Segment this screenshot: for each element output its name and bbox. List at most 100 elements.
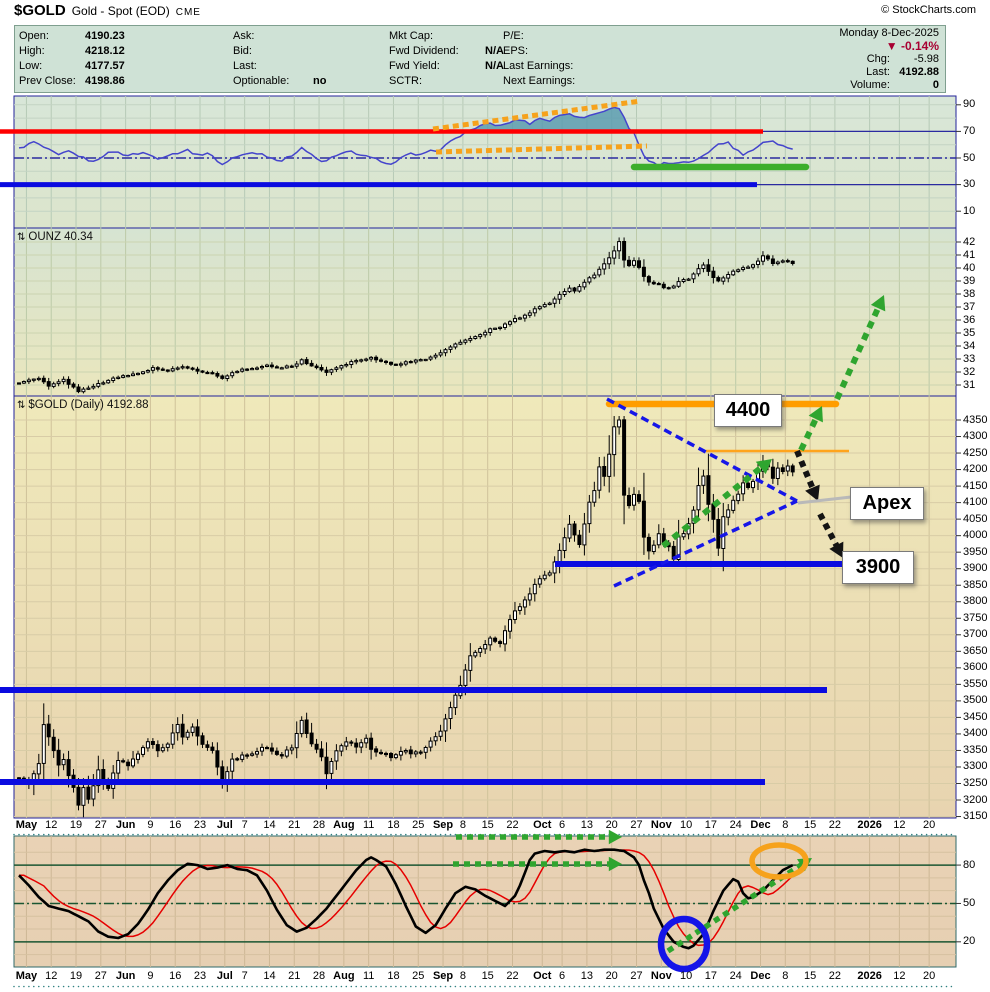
x-tick-label: 22 — [828, 970, 842, 982]
ounz-panel-label: ⇅ OUNZ 40.34 — [17, 231, 93, 243]
quote-value: N/A — [485, 60, 504, 72]
x-tick-label: 12 — [893, 819, 906, 831]
x-tick-label: 9 — [147, 970, 154, 982]
x-tick-label: 16 — [169, 819, 182, 831]
quote-label: EPS: — [503, 45, 529, 57]
y-tick-label: 50 — [963, 896, 976, 909]
y-tick-label: 3500 — [963, 694, 988, 707]
quote-row: EPS: — [503, 44, 599, 59]
x-tick-label: 22 — [506, 819, 519, 831]
x-tick-label: 13 — [580, 970, 594, 982]
x-tick-label: 11 — [362, 970, 375, 982]
y-tick-label: 38 — [963, 287, 976, 300]
x-tick-label: 20 — [923, 970, 936, 982]
quote-row: Optionable: no — [233, 74, 326, 89]
x-tick-label: Dec — [750, 970, 771, 982]
stoch-blue-circle — [657, 915, 711, 973]
gold-green-arrow-2 — [798, 412, 821, 452]
annotation-label-3900: 3900 — [842, 551, 914, 584]
x-tick-label: 15 — [481, 819, 494, 831]
quote-label: Ask: — [233, 30, 255, 42]
quote-row: Fwd Yield: N/A — [389, 59, 504, 74]
y-tick-label: 3550 — [963, 677, 988, 690]
stockcharts-copyright-link[interactable]: © StockCharts.com — [881, 4, 976, 16]
x-tick-label: 10 — [679, 970, 693, 982]
quote-row: Last Earnings: — [503, 59, 599, 74]
rsi-line — [18, 106, 793, 168]
x-tick-label: 18 — [387, 970, 400, 982]
gold-green-arrow-3 — [834, 301, 884, 401]
x-tick-label: 17 — [704, 819, 718, 831]
triangle-lower — [613, 499, 798, 588]
quote-row: Open: 4190.23 — [19, 29, 125, 44]
triangle-upper — [606, 397, 798, 503]
x-tick-label: 24 — [729, 819, 742, 831]
y-tick-label: 3300 — [963, 760, 988, 773]
quote-value: 4198.86 — [85, 75, 125, 87]
quote-label: Optionable: — [233, 75, 290, 87]
x-tick-label: Nov — [650, 819, 672, 831]
y-tick-label: 4300 — [963, 430, 988, 443]
quote-column-1: Ask: Bid: Last: Optionable: no — [233, 29, 326, 89]
y-tick-label: 31 — [963, 378, 976, 391]
x-tick-label: 27 — [94, 970, 107, 982]
x-tick-label: 12 — [893, 970, 906, 982]
y-tick-label: 4050 — [963, 512, 988, 525]
x-tick-label: 6 — [559, 819, 566, 831]
y-tick-label: 90 — [963, 98, 976, 111]
annotation-label-apex: Apex — [850, 487, 924, 520]
x-tick-label: 11 — [362, 819, 375, 831]
quote-value: N/A — [485, 45, 504, 57]
quote-date: Monday 8-Dec-2025 — [839, 27, 939, 39]
x-tick-label: 8 — [459, 819, 466, 831]
quote-label: Next Earnings: — [503, 75, 576, 87]
x-tick-label: 18 — [387, 819, 400, 831]
y-tick-label: 3600 — [963, 661, 988, 674]
x-tick-label: 13 — [580, 819, 594, 831]
quote-row: Mkt Cap: — [389, 29, 504, 44]
x-tick-label: 2026 — [857, 819, 882, 831]
stoch-slow-line — [19, 849, 794, 947]
y-tick-label: 3800 — [963, 595, 988, 608]
quote-label: Fwd Dividend: — [389, 45, 459, 57]
y-tick-label: 3850 — [963, 578, 988, 591]
quote-label: SCTR: — [389, 75, 422, 87]
gold-panel-label: ⇅ $GOLD (Daily) 4192.88 — [17, 399, 149, 411]
x-tick-label: 27 — [94, 819, 107, 831]
x-tick-label: 7 — [241, 970, 248, 982]
gold-panel — [13, 395, 957, 819]
quote-label: Last: — [233, 60, 257, 72]
volume-row: Volume: 0 — [850, 79, 939, 91]
x-tick-label: 17 — [704, 970, 718, 982]
x-tick-label: 19 — [69, 970, 83, 982]
quote-column-2: Mkt Cap: Fwd Dividend: N/A Fwd Yield: N/A SCT… — [389, 29, 504, 89]
ounz-panel — [13, 227, 957, 397]
rsi-wedge-upper — [432, 98, 642, 132]
x-tick-label: Jun — [115, 819, 136, 831]
y-tick-label: 3200 — [963, 793, 988, 806]
y-tick-label: 3950 — [963, 545, 988, 558]
quote-label: P/E: — [503, 30, 524, 42]
x-tick-label: 25 — [412, 819, 425, 831]
y-tick-label: 4100 — [963, 496, 988, 509]
y-tick-label: 30 — [963, 178, 976, 191]
x-tick-label: 21 — [288, 970, 301, 982]
x-tick-label: 24 — [729, 970, 742, 982]
last-row: Last: 4192.88 — [866, 66, 939, 78]
x-tick-label: 12 — [45, 819, 58, 831]
y-tick-label: 4200 — [963, 463, 988, 476]
quote-row: High: 4218.12 — [19, 44, 125, 59]
quote-row: Last: — [233, 59, 326, 74]
y-tick-label: 37 — [963, 300, 976, 313]
x-tick-label: 15 — [481, 970, 494, 982]
x-tick-label: 14 — [263, 970, 276, 982]
x-tick-label: 25 — [412, 970, 425, 982]
x-tick-label: Jul — [216, 819, 233, 831]
y-tick-label: 39 — [963, 274, 976, 287]
y-tick-label: 3350 — [963, 743, 988, 756]
y-tick-label: 80 — [963, 858, 976, 871]
quote-label: Mkt Cap: — [389, 30, 434, 42]
x-tick-label: 23 — [193, 970, 207, 982]
ounz-candles — [17, 237, 795, 394]
